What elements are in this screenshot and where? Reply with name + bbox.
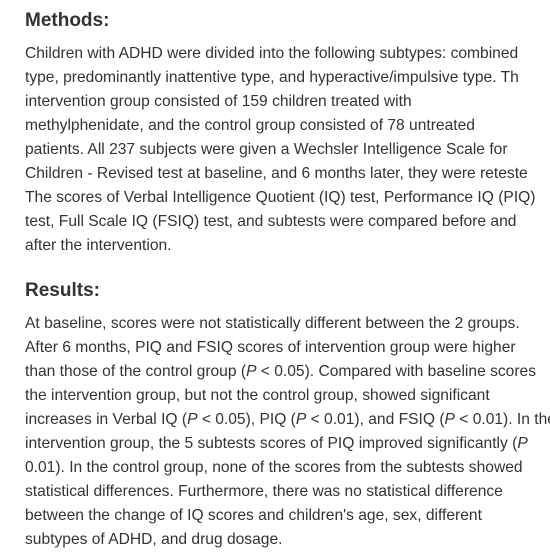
italic-text: P	[246, 363, 257, 380]
text: between the change of IQ scores and chil…	[25, 507, 482, 524]
text: < 0.05), PIQ (	[197, 411, 296, 428]
text-line: subtypes of ADHD, and drug dosage.	[25, 528, 550, 552]
text-line: patients. All 237 subjects were given a …	[25, 138, 550, 162]
text: < 0.05). Compared with baseline scores	[256, 363, 536, 380]
text-line: Children with ADHD were divided into the…	[25, 42, 550, 66]
text-line: statistical differences. Furthermore, th…	[25, 480, 550, 504]
text: patients. All 237 subjects were given a …	[25, 141, 508, 158]
italic-text: P	[444, 411, 455, 428]
text: Children with ADHD were divided into the…	[25, 45, 519, 62]
text: test, Full Scale IQ (FSIQ) test, and sub…	[25, 213, 517, 230]
section: Methods: Children with ADHD were divided …	[25, 8, 550, 258]
text-line: type, predominantly inattentive type, an…	[25, 66, 550, 90]
text: < 0.01). In the	[454, 411, 550, 428]
text: methylphenidate, and the control group c…	[25, 117, 475, 134]
section: Results: At baseline, scores were not sta…	[25, 278, 550, 552]
text-line: intervention group consisted of 159 chil…	[25, 90, 550, 114]
text: After 6 months, PIQ and FSIQ scores of i…	[25, 339, 516, 356]
text: than those of the control group (	[25, 363, 247, 380]
text: The scores of Verbal Intelligence Quotie…	[25, 189, 536, 206]
text-line: increases in Verbal IQ (P < 0.05), PIQ (…	[25, 408, 550, 432]
text-line: At baseline, scores were not statistical…	[25, 312, 550, 336]
text-line: test, Full Scale IQ (FSIQ) test, and sub…	[25, 210, 550, 234]
text: increases in Verbal IQ (	[25, 411, 188, 428]
section-body: Children with ADHD were divided into the…	[25, 42, 550, 258]
text: At baseline, scores were not statistical…	[25, 315, 520, 332]
document: Methods: Children with ADHD were divided …	[25, 8, 550, 552]
text: < 0.01), and FSIQ (	[306, 411, 445, 428]
text-line: 0.01). In the control group, none of the…	[25, 456, 550, 480]
italic-text: P	[295, 411, 307, 428]
text-line: methylphenidate, and the control group c…	[25, 114, 550, 138]
text: after the intervention.	[25, 237, 172, 254]
text-line: the intervention group, but not the cont…	[25, 384, 550, 408]
text: subtypes of ADHD, and drug dosage.	[25, 531, 283, 548]
italic-text: P	[517, 435, 528, 452]
text-line: after the intervention.	[25, 234, 550, 258]
text: Children - Revised test at baseline, and…	[25, 165, 528, 182]
text-line: Children - Revised test at baseline, and…	[25, 162, 550, 186]
text: intervention group consisted of 159 chil…	[25, 93, 412, 110]
text-line: than those of the control group (P < 0.0…	[25, 360, 550, 384]
text: statistical differences. Furthermore, th…	[25, 483, 503, 500]
italic-text: P	[187, 411, 198, 428]
text-line: intervention group, the 5 subtests score…	[25, 432, 550, 456]
text: intervention group, the 5 subtests score…	[25, 435, 518, 452]
section-heading: Results:	[25, 280, 100, 301]
text: type, predominantly inattentive type, an…	[25, 69, 519, 86]
text-line: between the change of IQ scores and chil…	[25, 504, 550, 528]
text-line: The scores of Verbal Intelligence Quotie…	[25, 186, 550, 210]
text-line: After 6 months, PIQ and FSIQ scores of i…	[25, 336, 550, 360]
section-body: At baseline, scores were not statistical…	[25, 312, 550, 552]
text: the intervention group, but not the cont…	[25, 387, 490, 404]
section-heading: Methods:	[25, 10, 110, 31]
text: 0.01). In the control group, none of the…	[25, 459, 523, 476]
